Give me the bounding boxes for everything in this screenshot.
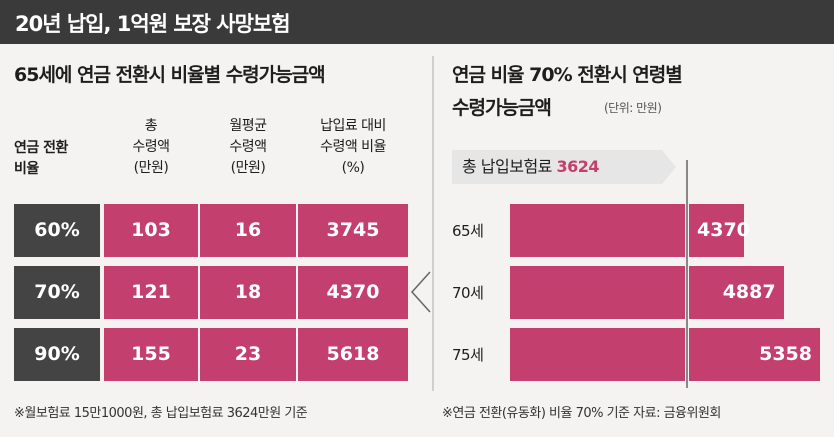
bar: 5358 <box>510 328 820 381</box>
bar: 4887 <box>510 266 784 319</box>
bar-excess-segment <box>689 266 784 319</box>
page-title: 20년 납입, 1억원 보장 사망보험 <box>15 12 291 36</box>
reference-value: 3624 <box>556 157 600 176</box>
bar-base-segment <box>510 328 685 381</box>
col-header-line: 총 <box>144 118 158 134</box>
panel-divider <box>432 56 434 391</box>
total-cell: 103 <box>104 204 198 257</box>
row-header-line: 비율 <box>14 161 39 177</box>
col-header-monthly: 월평균 수령액 (만원) <box>200 116 296 179</box>
ratio-cell: 3745 <box>298 204 408 257</box>
callout-arrow-icon <box>662 150 676 184</box>
right-footnote: ※연금 전환(유동화) 비율 70% 기준 자료: 금융위원회 <box>442 406 721 421</box>
rate-cell: 60% <box>14 204 100 257</box>
bar-value-label: 4370 <box>697 219 750 241</box>
bracket-icon <box>410 271 431 313</box>
monthly-cell: 23 <box>200 328 296 381</box>
age-label: 70세 <box>452 284 484 302</box>
bar-value-label: 5358 <box>759 343 812 365</box>
rate-cell: 70% <box>14 266 100 319</box>
chart-title-line: 연금 비율 70% 전환시 연령별 <box>452 64 683 86</box>
rate-cell: 90% <box>14 328 100 381</box>
monthly-cell: 16 <box>200 204 296 257</box>
col-header-line: 월평균 <box>229 118 267 134</box>
bar-excess-segment <box>689 328 820 381</box>
total-cell: 155 <box>104 328 198 381</box>
col-header-line: 납입료 대비 <box>320 118 386 134</box>
reference-callout: 총 납입보험료 3624 <box>452 150 662 184</box>
row-header-line: 연금 전환 <box>14 140 68 156</box>
col-header-ratio: 납입료 대비 수령액 비율 (%) <box>298 116 408 179</box>
monthly-cell: 18 <box>200 266 296 319</box>
col-header-line: 수령액 <box>132 139 170 155</box>
age-label: 65세 <box>452 222 484 240</box>
left-section-title: 65세에 연금 전환시 비율별 수령가능금액 <box>14 64 326 86</box>
col-header-line: (만원) <box>230 160 266 176</box>
bar-base-segment <box>510 204 685 257</box>
col-header-line: 수령액 비율 <box>320 139 386 155</box>
chart-title-line: 수령가능금액 <box>452 97 552 119</box>
col-header-line: 수령액 <box>229 139 267 155</box>
reference-line <box>686 160 688 388</box>
ratio-cell: 5618 <box>298 328 408 381</box>
row-header: 연금 전환 비율 <box>14 138 68 180</box>
bar-value-label: 4887 <box>722 281 776 303</box>
bar-excess-segment <box>689 204 744 257</box>
bar-base-segment <box>510 266 685 319</box>
left-footnote: ※월보험료 15만1000원, 총 납입보험료 3624만원 기준 <box>14 406 308 421</box>
col-header-total: 총 수령액 (만원) <box>104 116 198 179</box>
bar: 4370 <box>510 204 750 257</box>
total-cell: 121 <box>104 266 198 319</box>
col-header-line: (%) <box>341 160 365 176</box>
ratio-cell: 4370 <box>298 266 408 319</box>
col-header-line: (만원) <box>133 160 169 176</box>
chart-unit: (단위: 만원) <box>604 101 662 115</box>
title-bar: 20년 납입, 1억원 보장 사망보험 <box>0 0 834 44</box>
age-label: 75세 <box>452 346 484 364</box>
reference-label: 총 납입보험료 <box>462 157 552 176</box>
